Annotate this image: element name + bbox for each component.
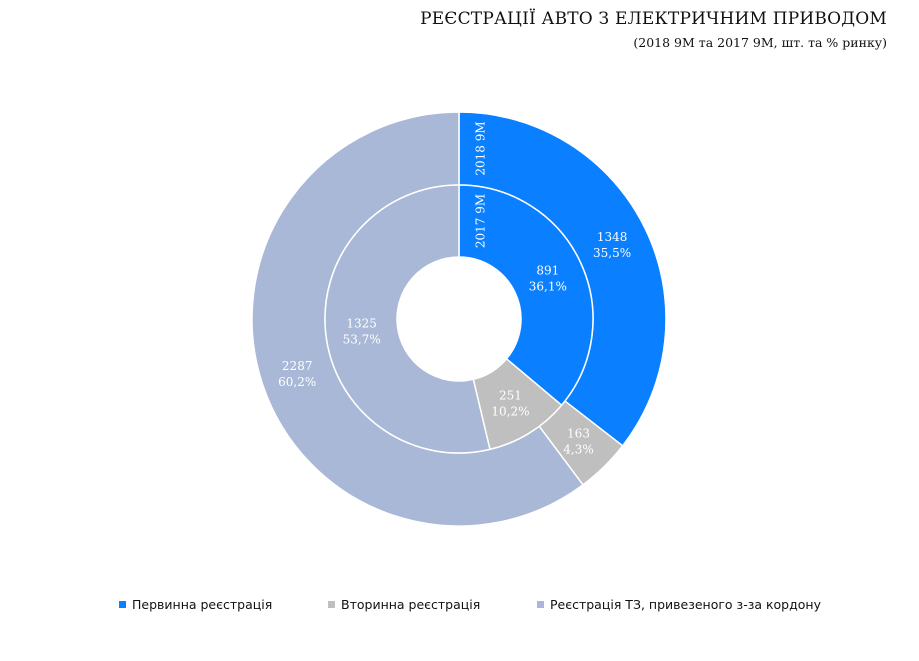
value-label-outer-imported: 2287 xyxy=(282,359,313,373)
percent-label-inner-imported: 53,7% xyxy=(343,332,381,346)
chart-subtitle: (2018 9М та 2017 9М, шт. та % ринку) xyxy=(633,35,887,50)
chart-title: РЕЄСТРАЦІЇ АВТО З ЕЛЕКТРИЧНИМ ПРИВОДОМ xyxy=(420,9,887,29)
legend-label-secondary: Вторинна реєстрація xyxy=(341,597,481,612)
series-label-inner: 2017 9М xyxy=(474,194,488,248)
percent-label-inner-secondary: 10,2% xyxy=(491,404,529,418)
percent-label-outer-secondary: 4,3% xyxy=(563,443,594,457)
value-label-outer-secondary: 163 xyxy=(567,427,590,441)
series-label-outer: 2018 9М xyxy=(474,121,488,175)
value-label-inner-primary: 891 xyxy=(536,264,559,278)
percent-label-inner-primary: 36,1% xyxy=(529,280,567,294)
percent-label-outer-primary: 35,5% xyxy=(593,246,631,260)
chart-legend: Первинна реєстрація Вторинна реєстрація … xyxy=(0,597,919,617)
percent-label-outer-imported: 60,2% xyxy=(278,375,316,389)
legend-label-primary: Первинна реєстрація xyxy=(132,597,273,612)
legend-swatch-primary xyxy=(119,601,126,608)
legend-swatch-secondary xyxy=(328,601,335,608)
legend-item-imported: Реєстрація ТЗ, привезеного з-за кордону xyxy=(537,597,821,612)
value-label-inner-imported: 1325 xyxy=(346,316,377,330)
slice-inner-imported xyxy=(324,184,491,454)
legend-swatch-imported xyxy=(537,601,544,608)
legend-item-secondary: Вторинна реєстрація xyxy=(328,597,480,612)
legend-label-imported: Реєстрація ТЗ, привезеного з-за кордону xyxy=(550,597,821,612)
slice-inner-primary xyxy=(458,184,594,407)
value-label-outer-primary: 1348 xyxy=(597,230,628,244)
legend-item-primary: Первинна реєстрація xyxy=(119,597,272,612)
donut-chart: 1348 35,5% 163 4,3% 2287 60,2% 2018 9М 891 36,1%… xyxy=(251,111,667,527)
value-label-inner-secondary: 251 xyxy=(499,388,522,402)
